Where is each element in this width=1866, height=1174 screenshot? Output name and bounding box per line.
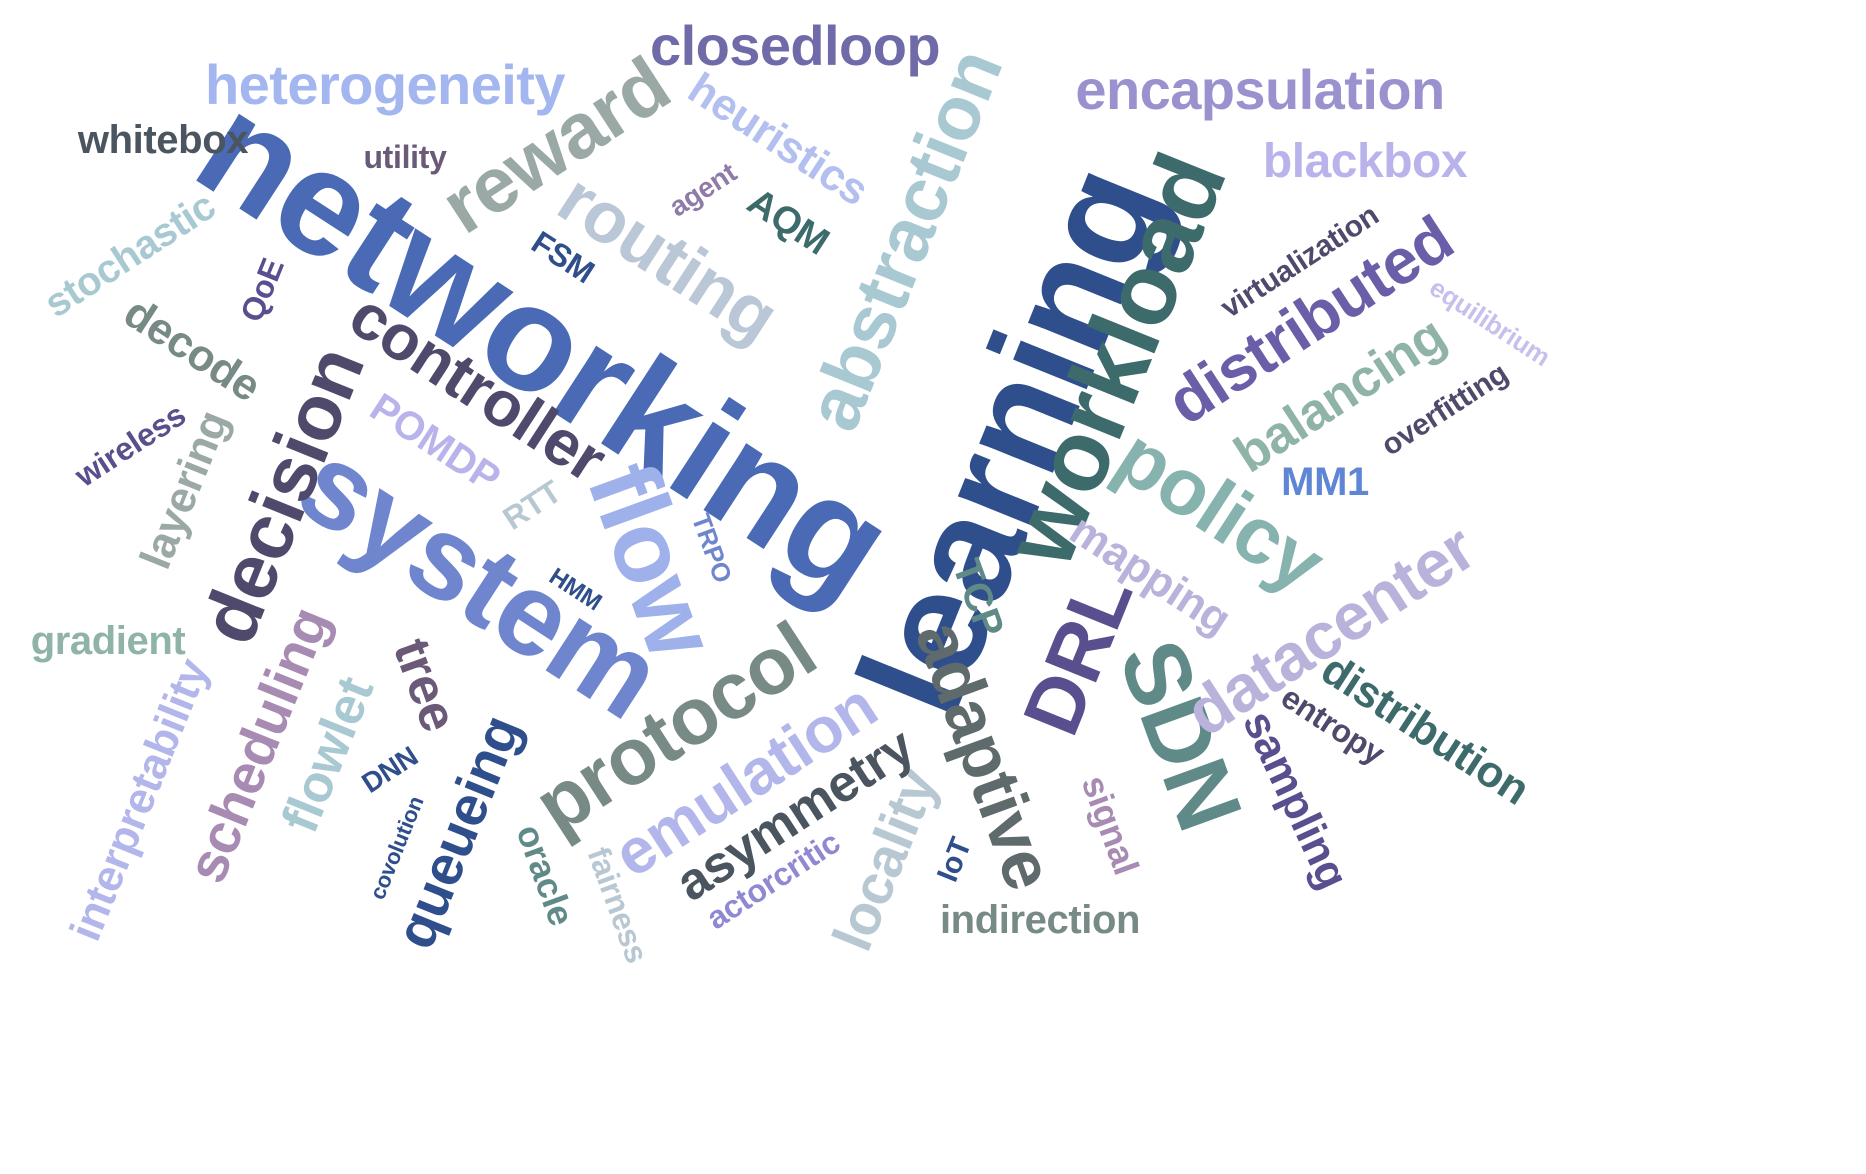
cloud-word: whitebox xyxy=(77,118,249,162)
cloud-word: IoT xyxy=(930,833,979,887)
cloud-word: indirection xyxy=(939,898,1141,942)
cloud-word: heterogeneity xyxy=(205,53,565,116)
cloud-word: MM1 xyxy=(1281,460,1369,504)
cloud-word: stochastic xyxy=(36,183,224,327)
cloud-word: closedloop xyxy=(650,14,941,77)
cloud-word: tree xyxy=(381,631,469,739)
cloud-word: utility xyxy=(363,139,447,175)
cloud-word: encapsulation xyxy=(1075,58,1445,121)
cloud-word: interpretability xyxy=(60,652,219,948)
cloud-word: blackbox xyxy=(1262,135,1468,188)
cloud-word: DNN xyxy=(356,740,424,799)
cloud-word: signal xyxy=(1073,769,1148,880)
cloud-word: agent xyxy=(663,156,742,223)
cloud-word: gradient xyxy=(30,619,186,663)
cloud-word: QoE xyxy=(233,253,291,327)
